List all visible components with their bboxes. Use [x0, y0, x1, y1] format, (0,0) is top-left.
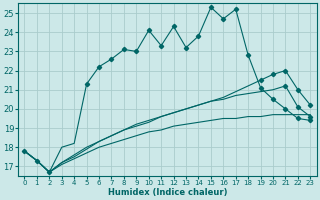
X-axis label: Humidex (Indice chaleur): Humidex (Indice chaleur): [108, 188, 227, 197]
